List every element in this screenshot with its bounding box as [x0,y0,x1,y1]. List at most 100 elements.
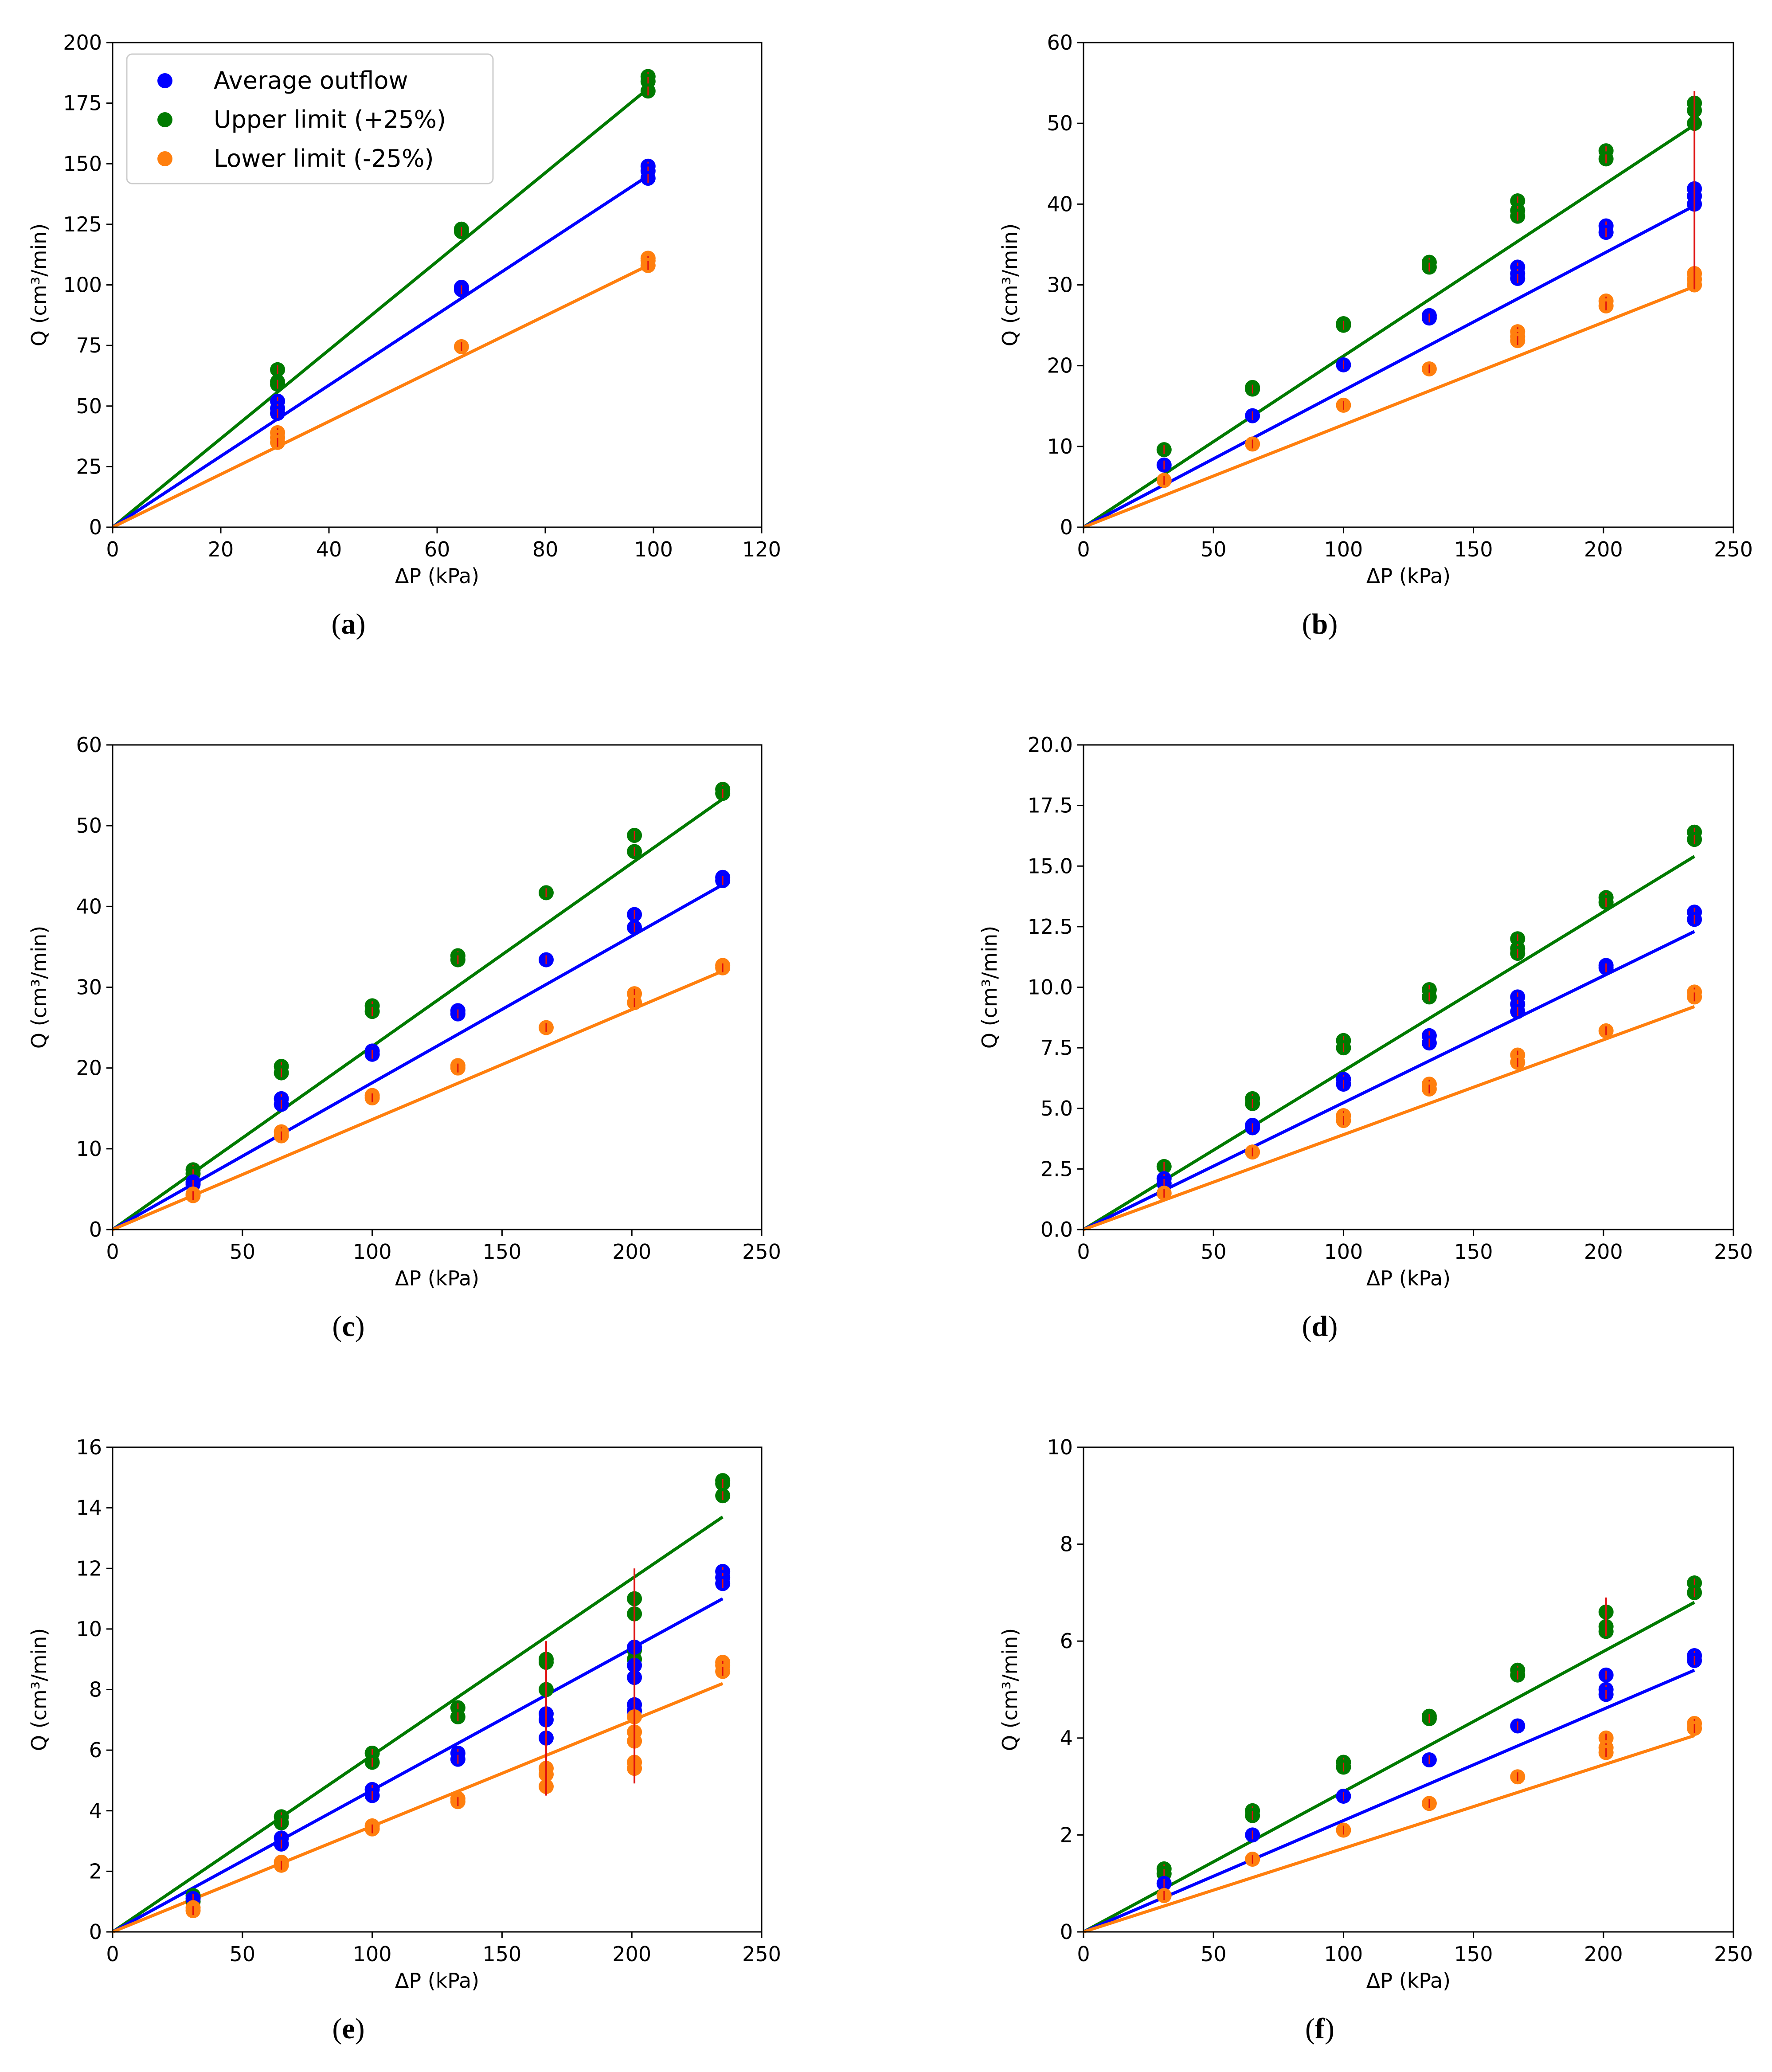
fit-line-avg [112,1597,724,1934]
y-tick-label: 15.0 [1028,854,1073,878]
fit-line-avg [112,174,649,529]
x-tick-label: 100 [1324,537,1363,561]
y-tick-label: 12.5 [1028,915,1073,939]
plot-frame [112,744,763,1230]
y-axis-label: Q (cm³/min) [978,926,1001,1049]
y-tick-label: 50 [76,814,102,838]
y-tick-label: 6 [89,1738,102,1762]
y-tick-label: 175 [63,91,102,115]
legend: Average outflow Upper limit (+25%) Lower l… [126,53,494,184]
chart-panel-c: 0 50 100 150 200 250 0 10 20 30 40 50 60 ΔP (kPa) Q (c… [27,733,781,1290]
x-tick-label: 200 [612,1240,651,1264]
fit-line-upper [112,1516,724,1933]
y-tick-label: 30 [1047,273,1073,297]
x-axis-label: ΔP (kPa) [1366,564,1451,588]
fit-line-upper [1083,1601,1695,1934]
y-tick-label: 14 [76,1496,102,1520]
fit-line-upper [111,87,649,529]
y-tick-label: 20 [1047,354,1073,378]
x-tick-label: 250 [1714,1240,1753,1264]
x-axis-label: ΔP (kPa) [1366,1969,1451,1993]
y-tick-label: 16 [76,1435,102,1459]
y-axis-label: Q (cm³/min) [998,1628,1022,1751]
y-tick-label: 10.0 [1028,975,1073,999]
y-tick-label: 17.5 [1028,794,1073,818]
x-tick-label: 150 [1454,537,1493,561]
legend-label: Average outflow [214,67,408,94]
y-tick-label: 20 [76,1056,102,1080]
y-tick-label: 0 [89,515,102,539]
legend-marker [157,73,172,88]
x-tick-label: 120 [742,537,781,561]
y-tick-label: 0.0 [1041,1218,1073,1242]
y-tick-label: 4 [89,1799,102,1823]
fit-line-upper [1083,855,1695,1231]
x-tick-label: 60 [424,537,450,561]
y-tick-label: 20.0 [1028,733,1073,757]
y-tick-label: 60 [76,733,102,757]
fit-line-avg [112,883,724,1231]
legend-label: Lower limit (-25%) [214,145,434,172]
y-tick-label: 10 [76,1617,102,1641]
x-tick-label: 200 [1584,1942,1623,1966]
y-tick-label: 7.5 [1041,1036,1073,1060]
x-axis-label: ΔP (kPa) [395,564,479,588]
x-tick-label: 200 [612,1942,651,1966]
y-tick-label: 8 [1060,1532,1073,1556]
x-tick-label: 50 [1201,537,1227,561]
x-tick-label: 100 [634,537,673,561]
fit-line-lower [112,969,724,1231]
x-tick-label: 200 [1584,1240,1623,1264]
x-tick-label: 50 [1201,1240,1227,1264]
fit-line-avg [1083,1669,1695,1934]
y-tick-label: 0 [89,1218,102,1242]
y-tick-label: 50 [76,394,102,418]
y-axis-label: Q (cm³/min) [998,223,1022,347]
y-tick-label: 10 [1047,1435,1073,1459]
fit-line-avg [1083,204,1695,529]
x-tick-label: 250 [1714,537,1753,561]
chart-panel-e: 0 50 100 150 200 250 0 2 4 6 8 10 12 14 16 ΔP (kPa) Q (c… [27,1435,781,1993]
plot-frame [1083,42,1734,528]
y-tick-label: 8 [89,1678,102,1702]
fit-line-avg [1083,930,1695,1231]
x-axis-label: ΔP (kPa) [1366,1266,1451,1290]
y-tick-label: 2.5 [1041,1157,1073,1181]
y-tick-label: 125 [63,212,102,236]
x-tick-label: 200 [1584,537,1623,561]
x-tick-label: 50 [1201,1942,1227,1966]
y-axis-label: Q (cm³/min) [27,926,51,1049]
y-tick-label: 0 [1060,515,1073,539]
fit-line-lower [112,264,649,529]
x-tick-label: 100 [1324,1240,1363,1264]
chart-panel-f: 0 50 100 150 200 250 0 2 4 6 8 10 ΔP (kPa) Q (cm³/min… [998,1435,1753,1993]
panel-label-a: (a) [331,608,366,640]
y-tick-label: 12 [76,1556,102,1580]
x-tick-label: 150 [482,1240,521,1264]
y-tick-label: 0 [1060,1920,1073,1944]
x-tick-label: 0 [106,1942,119,1966]
x-tick-label: 250 [742,1240,781,1264]
y-tick-label: 60 [1047,31,1073,55]
legend-label: Upper limit (+25%) [214,106,446,133]
chart-panel-a: 0 20 40 60 80 100 120 0 25 50 75 100 125 150 175 200 ΔP … [27,31,781,588]
x-tick-label: 250 [1714,1942,1753,1966]
y-tick-label: 150 [63,152,102,176]
x-tick-label: 150 [1454,1240,1493,1264]
legend-marker [157,112,172,127]
fit-line-lower [1083,1005,1695,1231]
x-tick-label: 250 [742,1942,781,1966]
y-tick-label: 75 [76,333,102,357]
y-tick-label: 0 [89,1920,102,1944]
x-axis-label: ΔP (kPa) [395,1266,479,1290]
y-axis-label: Q (cm³/min) [27,1628,51,1751]
y-tick-label: 200 [63,31,102,55]
legend-box [126,53,494,184]
x-tick-label: 20 [208,537,234,561]
x-tick-label: 0 [106,537,119,561]
x-tick-label: 150 [482,1942,521,1966]
fit-line-upper [111,798,724,1231]
y-tick-label: 25 [76,454,102,478]
y-tick-label: 10 [1047,435,1073,458]
chart-panel-d: 0 50 100 150 200 250 0.0 2.5 5.0 7.5 10.0 12.5 15.0 1… [978,733,1753,1290]
